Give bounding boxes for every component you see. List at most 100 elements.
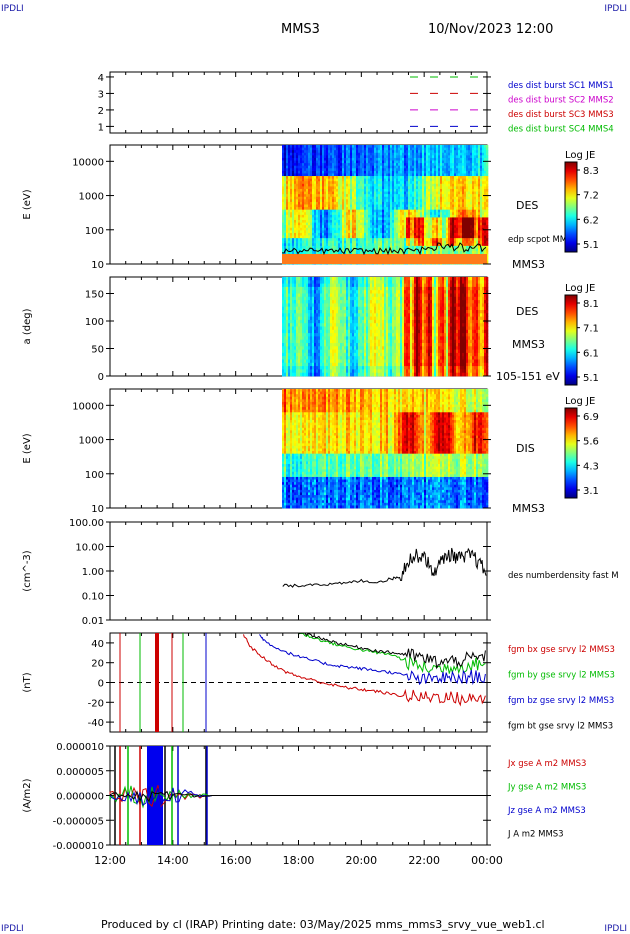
- spectrogram-cell: [438, 196, 441, 200]
- spectrogram-cell: [460, 225, 463, 229]
- spectrogram-cell: [348, 251, 351, 255]
- spectrogram-cell: [376, 230, 379, 234]
- spectrogram-cell: [334, 147, 337, 151]
- spectrogram-cell: [432, 147, 435, 151]
- spectrogram-cell: [368, 248, 371, 252]
- spectrogram-cell: [282, 204, 285, 208]
- spectrogram-cell: [394, 181, 397, 185]
- spectrogram-cell: [378, 194, 381, 198]
- spectrogram-cell: [478, 178, 481, 182]
- spectrogram-cell: [420, 186, 423, 190]
- spectrogram-cell: [308, 183, 311, 187]
- spectrogram-cell: [282, 155, 285, 159]
- spectrogram-cell: [298, 232, 301, 236]
- spectrogram-cell: [382, 230, 385, 234]
- spectrogram-cell: [410, 150, 413, 154]
- spectrogram-cell: [312, 201, 315, 205]
- spectrogram-cell: [332, 232, 335, 236]
- spectrogram-cell: [360, 232, 363, 236]
- spectrogram-cell: [338, 191, 341, 195]
- spectrogram-cell: [444, 157, 447, 161]
- spectrogram-cell: [400, 176, 403, 180]
- spectrogram-cell: [300, 199, 303, 203]
- spectrogram-cell: [428, 181, 431, 185]
- spectrogram-cell: [364, 212, 367, 216]
- spectrogram-cell: [282, 209, 285, 213]
- spectrogram-cell: [414, 245, 417, 249]
- spectrogram-cell: [320, 194, 323, 198]
- spectrogram-cell: [406, 222, 409, 226]
- spectrogram-cell: [348, 212, 351, 216]
- spectrogram-cell: [282, 212, 285, 216]
- spectrogram-cell: [482, 230, 485, 234]
- spectrogram-cell: [298, 186, 301, 190]
- spectrogram-cell: [388, 155, 391, 159]
- spectrogram-cell: [392, 147, 395, 151]
- spectrogram-cell: [300, 245, 303, 249]
- spectrogram-cell: [298, 173, 301, 177]
- spectrogram-cell: [374, 176, 377, 180]
- spectrogram-cell: [290, 168, 293, 172]
- spectrogram-cell: [364, 199, 367, 203]
- spectrogram-cell: [460, 201, 463, 205]
- spectrogram-cell: [354, 245, 357, 249]
- spectrogram-cell: [376, 238, 379, 242]
- spectrogram-cell: [356, 183, 359, 187]
- spectrogram-cell: [406, 150, 409, 154]
- spectrogram-cell: [286, 178, 289, 182]
- spectrogram-cell: [324, 155, 327, 159]
- spectrogram-cell: [410, 155, 413, 159]
- spectrogram-cell: [434, 178, 437, 182]
- spectrogram-cell: [374, 207, 377, 211]
- spectrogram-cell: [332, 163, 335, 167]
- spectrogram-cell: [340, 243, 343, 247]
- spectrogram-cell: [456, 155, 459, 159]
- spectrogram-cell: [472, 176, 475, 180]
- spectrogram-cell: [470, 160, 473, 164]
- spectrogram-cell: [396, 214, 399, 218]
- spectrogram-cell: [282, 306, 285, 311]
- spectrogram-cell: [316, 165, 319, 169]
- spectrogram-cell: [338, 196, 341, 200]
- spectrogram-cell: [438, 207, 441, 211]
- spectrogram-cell: [408, 157, 411, 161]
- spectrogram-cell: [286, 188, 289, 192]
- spectrogram-cell: [430, 212, 433, 216]
- spectrogram-cell: [404, 155, 407, 159]
- spectrogram-cell: [288, 145, 291, 148]
- spectrogram-cell: [294, 168, 297, 172]
- spectrogram-cell: [322, 235, 325, 239]
- spectrogram-cell: [396, 150, 399, 154]
- spectrogram-cell: [332, 183, 335, 187]
- spectrogram-cell: [304, 243, 307, 247]
- spectrogram-cell: [290, 199, 293, 203]
- spectrogram-cell: [320, 191, 323, 195]
- spectrogram-cell: [354, 173, 357, 177]
- spectrogram-cell: [446, 145, 449, 148]
- spectrogram-cell: [406, 176, 409, 180]
- spectrogram-cell: [382, 176, 385, 180]
- spectrogram-cell: [478, 157, 481, 161]
- spectrogram-cell: [412, 170, 415, 174]
- spectrogram-cell: [370, 191, 373, 195]
- spectrogram-cell: [310, 165, 313, 169]
- spectrogram-cell: [324, 248, 327, 252]
- spectrogram-cell: [454, 204, 457, 208]
- spectrogram-cell: [284, 277, 287, 281]
- spectrogram-cell: [486, 157, 489, 161]
- spectrogram-cell: [428, 147, 431, 151]
- spectrogram-cell: [282, 300, 285, 304]
- spectrogram-cell: [348, 199, 351, 203]
- spectrogram-cell: [434, 191, 437, 195]
- spectrogram-cell: [328, 212, 331, 216]
- spectrogram-cell: [302, 209, 305, 213]
- spectrogram-cell: [342, 243, 345, 247]
- spectrogram-cell: [298, 209, 301, 213]
- spectrogram-cell: [330, 194, 333, 198]
- spectrogram-cell: [420, 207, 423, 211]
- spectrogram-cell: [380, 240, 383, 244]
- spectrogram-cell: [338, 243, 341, 247]
- spectrogram-cell: [430, 235, 433, 239]
- spectrogram-cell: [282, 277, 285, 281]
- spectrogram-cell: [476, 178, 479, 182]
